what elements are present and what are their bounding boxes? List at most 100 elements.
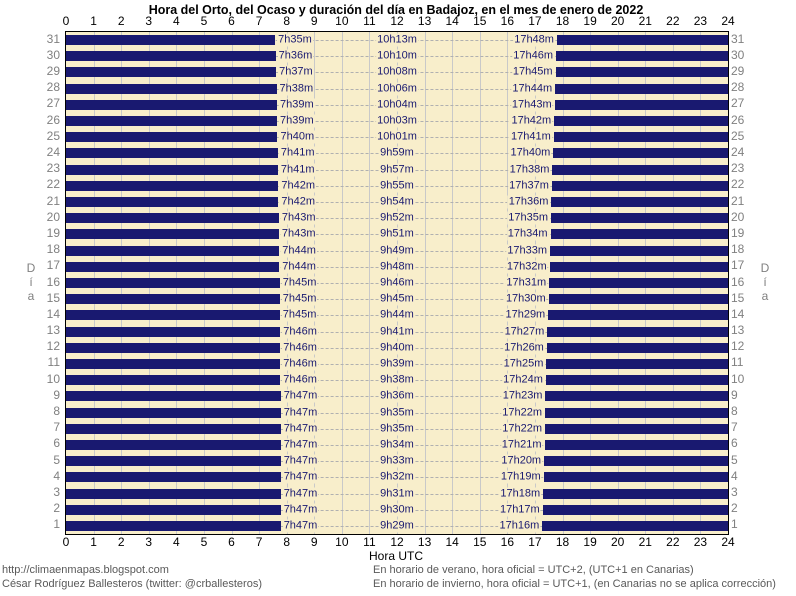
day-row: 7h42m 9h54m 17h36m (66, 194, 728, 210)
night-bar-before-sunrise (66, 391, 281, 402)
day-number-label: 18 (731, 242, 745, 257)
day-length-label: 9h49m (379, 244, 415, 258)
hour-tick-label: 9 (310, 14, 318, 28)
day-number-label: 25 (731, 128, 745, 143)
day-row: 7h41m 9h57m 17h38m (66, 162, 728, 178)
y-axis-label-right: D í a (760, 261, 770, 303)
hour-tick-label: 10 (335, 14, 349, 28)
hour-tick-label: 18 (555, 535, 570, 549)
sunset-time-label: 17h30m (504, 292, 547, 306)
day-row: 7h39m 10h03m 17h42m (66, 113, 728, 129)
day-row: 7h37m 10h08m 17h45m (66, 64, 728, 80)
footer-credits: http://climaenmapas.blogspot.com César R… (2, 563, 262, 591)
day-row: 7h46m 9h39m 17h25m (66, 356, 728, 372)
day-number-label: 29 (731, 63, 745, 78)
sunset-time-label: 17h19m (499, 470, 542, 484)
night-bar-before-sunrise (66, 229, 279, 240)
hour-tick-label: 8 (283, 14, 290, 28)
day-number-label: 9 (731, 387, 738, 402)
hour-tick-label: 13 (417, 535, 432, 549)
day-number-label: 28 (46, 80, 60, 95)
sunset-time-label: 17h18m (499, 487, 542, 500)
day-number-label: 30 (731, 47, 745, 62)
sunset-time-label: 17h41m (509, 130, 552, 144)
night-bar-before-sunrise (66, 261, 280, 272)
day-length-label: 9h32m (379, 470, 415, 484)
night-bar-after-sunset (542, 504, 728, 515)
night-bar-before-sunrise (66, 35, 276, 46)
day-length-label: 9h30m (379, 503, 415, 517)
sunrise-time-label: 7h44m (281, 244, 317, 258)
night-bar-after-sunset (554, 116, 728, 127)
night-bar-after-sunset (548, 294, 728, 305)
hour-tick-label: 19 (583, 535, 597, 549)
day-row: 7h45m 9h45m 17h30m (66, 291, 728, 307)
sunset-time-label: 17h48m (513, 33, 555, 47)
sunrise-time-label: 7h41m (279, 146, 316, 160)
day-row: 7h47m 9h29m 17h16m (66, 518, 728, 534)
night-bar-after-sunset (552, 164, 728, 175)
day-length-label: 9h33m (379, 454, 415, 468)
night-bar-after-sunset (550, 229, 728, 240)
day-length-label: 9h48m (379, 260, 415, 274)
hour-tick-label: 14 (445, 14, 459, 28)
hour-tick-label: 22 (666, 535, 680, 549)
sunset-time-label: 17h17m (498, 503, 541, 517)
night-bar-after-sunset (556, 35, 728, 46)
sunset-time-label: 17h24m (502, 373, 544, 387)
night-bar-after-sunset (547, 326, 728, 337)
day-number-label: 1 (53, 517, 60, 532)
day-length-label: 9h45m (379, 292, 415, 306)
day-number-label: 22 (46, 177, 60, 192)
night-bar-before-sunrise (66, 67, 277, 78)
day-row: 7h44m 9h49m 17h33m (66, 243, 728, 259)
sunset-time-label: 17h16m (498, 519, 541, 533)
night-bar-before-sunrise (66, 342, 281, 353)
hour-tick-label: 7 (255, 14, 263, 28)
hour-tick-label: 21 (638, 535, 652, 549)
day-row: 7h46m 9h41m 17h27m (66, 323, 728, 339)
sunset-time-label: 17h32m (505, 260, 548, 274)
day-row: 7h46m 9h38m 17h24m (66, 372, 728, 388)
night-bar-before-sunrise (66, 375, 281, 386)
sunset-time-label: 17h21m (500, 438, 543, 452)
night-bar-before-sunrise (66, 310, 280, 321)
hour-tick-label: 17 (528, 14, 542, 28)
night-bar-before-sunrise (66, 488, 281, 499)
sunrise-time-label: 7h43m (280, 227, 317, 241)
day-row: 7h36m 10h10m 17h46m (66, 48, 728, 64)
day-length-label: 9h40m (379, 341, 415, 355)
hour-tick-label: 20 (610, 535, 625, 549)
day-number-label: 8 (53, 404, 60, 419)
day-number-label: 15 (46, 290, 60, 305)
sunset-time-label: 17h33m (506, 244, 549, 258)
sunset-time-label: 17h22m (501, 422, 544, 436)
day-length-label: 10h06m (376, 82, 418, 96)
day-number-label: 29 (46, 63, 60, 78)
day-length-label: 9h57m (379, 163, 415, 177)
night-bar-before-sunrise (66, 504, 281, 515)
day-number-label: 3 (731, 485, 738, 500)
day-row: 7h45m 9h46m 17h31m (66, 275, 728, 291)
sunrise-time-label: 7h42m (280, 195, 317, 209)
day-length-label: 9h29m (379, 519, 415, 533)
hour-tick-label: 3 (145, 535, 153, 549)
day-number-label: 16 (46, 274, 60, 289)
night-bar-after-sunset (553, 132, 728, 143)
day-number-label: 2 (53, 501, 60, 516)
day-length-label: 10h01m (376, 130, 418, 144)
day-number-label: 20 (731, 209, 745, 224)
hour-tick-label: 15 (473, 535, 487, 549)
day-number-label: 27 (46, 96, 60, 111)
day-number-label: 30 (46, 47, 60, 62)
day-number-label: 18 (46, 242, 60, 257)
night-bar-after-sunset (555, 83, 728, 94)
sunset-time-label: 17h23m (501, 389, 544, 403)
sunrise-time-label: 7h39m (279, 98, 315, 112)
day-length-label: 9h38m (379, 373, 415, 387)
night-bar-after-sunset (555, 67, 728, 78)
x-axis-top: 0 1 2 3 4 5 6 7 8 9 10 11 12 13 14 15 16 17 18 19 20 21 22 23 24 (63, 14, 735, 28)
night-bar-after-sunset (548, 310, 728, 321)
day-number-label: 14 (731, 306, 745, 321)
night-bar-after-sunset (549, 277, 728, 288)
